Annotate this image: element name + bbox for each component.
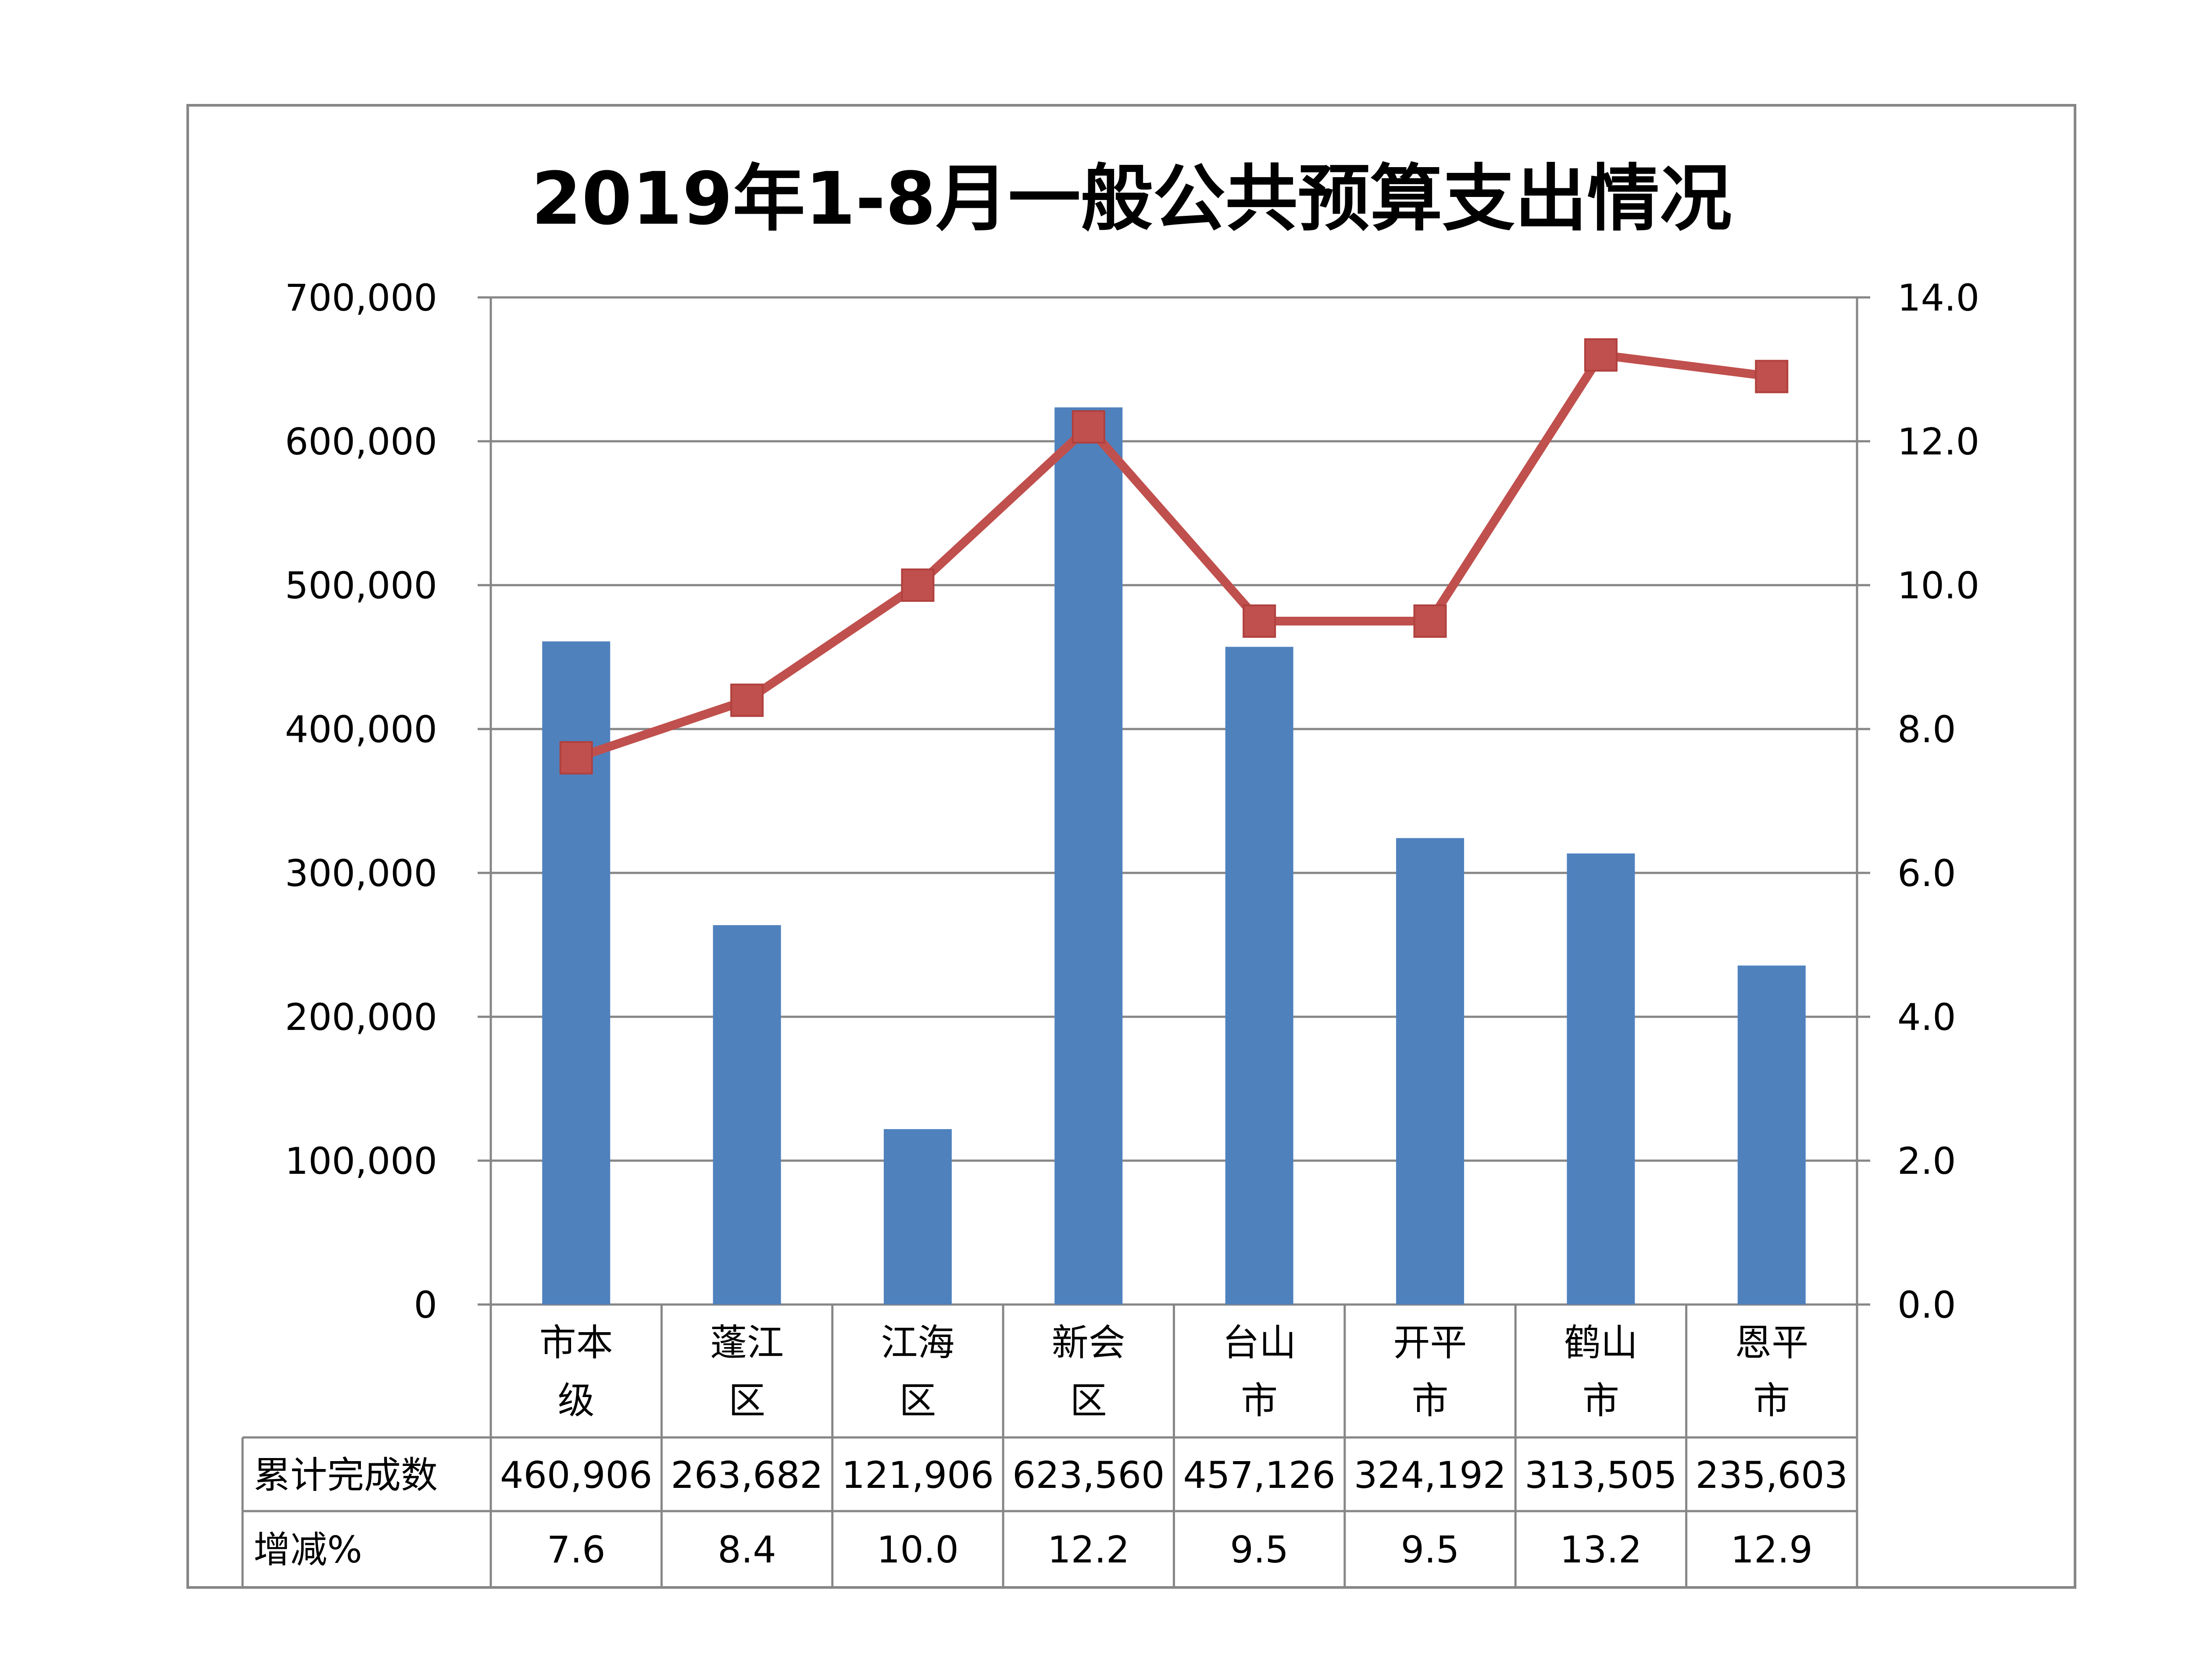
- y-left-tick-label: 500,000: [285, 564, 437, 607]
- y-left-tick-label: 200,000: [285, 996, 437, 1039]
- y-right-tick-label: 2.0: [1897, 1140, 1956, 1183]
- line-marker-市本级: [559, 741, 593, 775]
- y-right-tick-label: 8.0: [1897, 708, 1956, 751]
- y-right-tick-label: 6.0: [1897, 852, 1956, 895]
- category-label: 鹤山: [1564, 1321, 1638, 1364]
- legend-bar-series: 累计完成数: [254, 1454, 438, 1497]
- line-marker-江海区: [901, 568, 935, 602]
- line-marker-开平市: [1413, 604, 1447, 638]
- y-left-tick-label: 300,000: [285, 852, 437, 895]
- line-value-cell: 12.9: [1731, 1528, 1813, 1571]
- line-marker-台山市: [1243, 604, 1276, 638]
- line-marker-新会区: [1071, 410, 1105, 444]
- bar-value-cell: 235,603: [1696, 1454, 1848, 1497]
- bar-江海区: [883, 1129, 952, 1305]
- category-label: 江海: [881, 1321, 954, 1364]
- bar-蓬江区: [713, 925, 781, 1305]
- category-label: 新会: [1052, 1321, 1125, 1364]
- line-value-cell: 10.0: [877, 1528, 959, 1571]
- category-label: 区: [729, 1379, 765, 1422]
- line-value-cell: 13.2: [1560, 1528, 1642, 1571]
- category-label: 开平: [1393, 1321, 1467, 1364]
- bar-市本级: [542, 641, 611, 1305]
- bar-value-cell: 324,192: [1354, 1454, 1506, 1497]
- line-value-cell: 8.4: [718, 1528, 776, 1571]
- y-right-tick-label: 12.0: [1897, 420, 1979, 463]
- line-series: [559, 338, 1789, 775]
- y-right-tick-label: 0.0: [1897, 1283, 1956, 1326]
- y-left-tick-label: 700,000: [285, 276, 437, 319]
- category-label: 级: [558, 1379, 595, 1422]
- y-left-tick-label: 0: [414, 1283, 437, 1326]
- bar-value-cell: 121,906: [842, 1454, 994, 1497]
- y-left-tick-label: 100,000: [285, 1140, 437, 1183]
- category-label: 区: [899, 1379, 936, 1422]
- gridlines: [478, 296, 1870, 1587]
- bar-value-cell: 457,126: [1183, 1454, 1336, 1497]
- bar-鹤山市: [1567, 853, 1635, 1305]
- bar-value-cell: 623,560: [1012, 1454, 1164, 1497]
- category-label: 市本: [539, 1321, 613, 1364]
- line-value-cell: 12.2: [1047, 1528, 1129, 1571]
- bar-value-cell: 313,505: [1525, 1454, 1677, 1497]
- category-label: 市: [1582, 1379, 1619, 1422]
- bar-恩平市: [1737, 965, 1806, 1305]
- line-value-cell: 7.6: [547, 1528, 606, 1571]
- bar-开平市: [1396, 838, 1464, 1305]
- line-marker-恩平市: [1755, 360, 1789, 393]
- line-value-cell: 9.5: [1401, 1528, 1460, 1571]
- category-label: 市: [1753, 1379, 1790, 1422]
- y-right-tick-label: 10.0: [1897, 564, 1979, 607]
- bar-value-cell: 460,906: [500, 1454, 652, 1497]
- y-right-tick-label: 4.0: [1897, 996, 1956, 1039]
- category-label: 区: [1070, 1379, 1107, 1422]
- y-left-tick-label: 400,000: [285, 708, 437, 751]
- line-marker-鹤山市: [1584, 338, 1618, 372]
- line-value-cell: 9.5: [1230, 1528, 1289, 1571]
- chart-frame: [186, 104, 2076, 1589]
- y-left-tick-label: 600,000: [285, 420, 437, 463]
- bar-台山市: [1225, 647, 1293, 1305]
- category-label: 市: [1241, 1379, 1278, 1422]
- bar-新会区: [1054, 407, 1123, 1305]
- line-path: [575, 350, 1772, 762]
- category-label: 恩平: [1735, 1321, 1808, 1364]
- y-right-tick-label: 14.0: [1897, 276, 1979, 319]
- category-label: 台山: [1222, 1321, 1296, 1364]
- legend-line-series: 增减%: [254, 1528, 362, 1571]
- category-label: 蓬江: [710, 1321, 784, 1364]
- chart-title: 2019年1-8月一般公共预算支出情况: [531, 157, 1732, 241]
- line-marker-蓬江区: [730, 683, 764, 717]
- axis-ticks: 0 0.0 100,000 2.0 200,000 4.0 300,000 6.0 400,00…: [285, 276, 1979, 1326]
- bar-value-cell: 263,682: [671, 1454, 823, 1497]
- category-label: 市: [1412, 1379, 1449, 1422]
